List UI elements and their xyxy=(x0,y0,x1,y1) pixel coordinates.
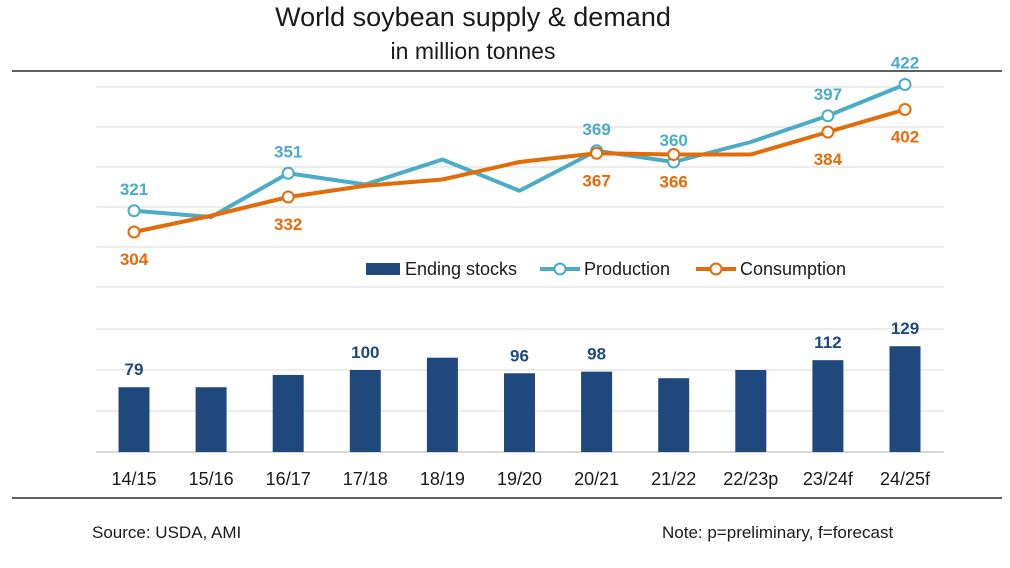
production-value-label: 360 xyxy=(660,131,688,150)
legend-label: Ending stocks xyxy=(405,259,517,279)
consumption-marker xyxy=(898,103,912,116)
bar-ending-stocks xyxy=(889,346,921,452)
production-value-label: 422 xyxy=(891,54,919,73)
x-tick-label: 16/17 xyxy=(266,469,311,489)
consumption-value-label: 332 xyxy=(274,215,302,234)
x-tick-label: 14/15 xyxy=(111,469,156,489)
legend-marker-consumption xyxy=(709,262,723,276)
bar-value-label: 98 xyxy=(587,345,606,364)
production-value-label: 369 xyxy=(582,120,610,139)
chart-title: World soybean supply & demand xyxy=(275,2,671,32)
bar-ending-stocks xyxy=(735,370,767,452)
bar-ending-stocks xyxy=(812,360,844,452)
x-tick-label: 22/23p xyxy=(723,469,778,489)
consumption-marker xyxy=(281,190,295,204)
x-tick-label: 19/20 xyxy=(497,469,542,489)
consumption-marker xyxy=(667,148,681,161)
production-value-label: 351 xyxy=(274,142,302,161)
x-tick-label: 23/24f xyxy=(803,469,854,489)
production-marker xyxy=(281,166,295,180)
bar-value-label: 112 xyxy=(814,333,841,352)
bar-ending-stocks xyxy=(272,374,304,452)
consumption-value-label: 304 xyxy=(120,250,149,269)
consumption-value-label: 366 xyxy=(660,173,688,192)
consumption-line xyxy=(133,107,906,234)
production-line xyxy=(133,82,906,219)
production-marker xyxy=(898,78,912,91)
legend-swatch-ending-stocks xyxy=(366,263,400,275)
production-marker xyxy=(821,109,835,123)
bar-ending-stocks xyxy=(195,387,227,452)
bar-value-label: 96 xyxy=(510,346,529,365)
bar-value-label: 100 xyxy=(351,343,379,362)
bar-ending-stocks xyxy=(581,371,613,452)
production-value-label: 397 xyxy=(814,85,842,104)
chart-subtitle: in million tonnes xyxy=(390,38,556,64)
x-tick-label: 24/25f xyxy=(880,469,931,489)
consumption-value-label: 384 xyxy=(814,150,843,169)
bar-ending-stocks xyxy=(504,373,535,452)
consumption-value-label: 367 xyxy=(582,171,610,190)
bar-ending-stocks xyxy=(658,378,690,452)
x-tick-label: 15/16 xyxy=(189,469,234,489)
legend-label: Production xyxy=(584,259,670,279)
footnote: Note: p=preliminary, f=forecast xyxy=(662,523,894,542)
production-marker xyxy=(127,204,141,218)
consumption-marker xyxy=(590,146,604,160)
consumption-marker xyxy=(821,125,835,139)
production-value-label: 321 xyxy=(120,180,148,199)
bar-ending-stocks xyxy=(118,387,150,452)
bar-ending-stocks xyxy=(349,370,381,452)
bar-value-label: 129 xyxy=(891,319,919,338)
consumption-marker xyxy=(127,225,141,239)
bar-value-label: 79 xyxy=(125,360,144,379)
x-tick-label: 21/22 xyxy=(651,469,696,489)
bar-ending-stocks xyxy=(426,357,458,452)
source-note: Source: USDA, AMI xyxy=(92,523,242,542)
legend-marker-production xyxy=(553,262,567,276)
consumption-value-label: 402 xyxy=(891,128,919,147)
x-tick-label: 20/21 xyxy=(574,469,619,489)
x-tick-label: 17/18 xyxy=(343,469,388,489)
x-tick-label: 18/19 xyxy=(420,469,465,489)
legend-label: Consumption xyxy=(740,259,846,279)
